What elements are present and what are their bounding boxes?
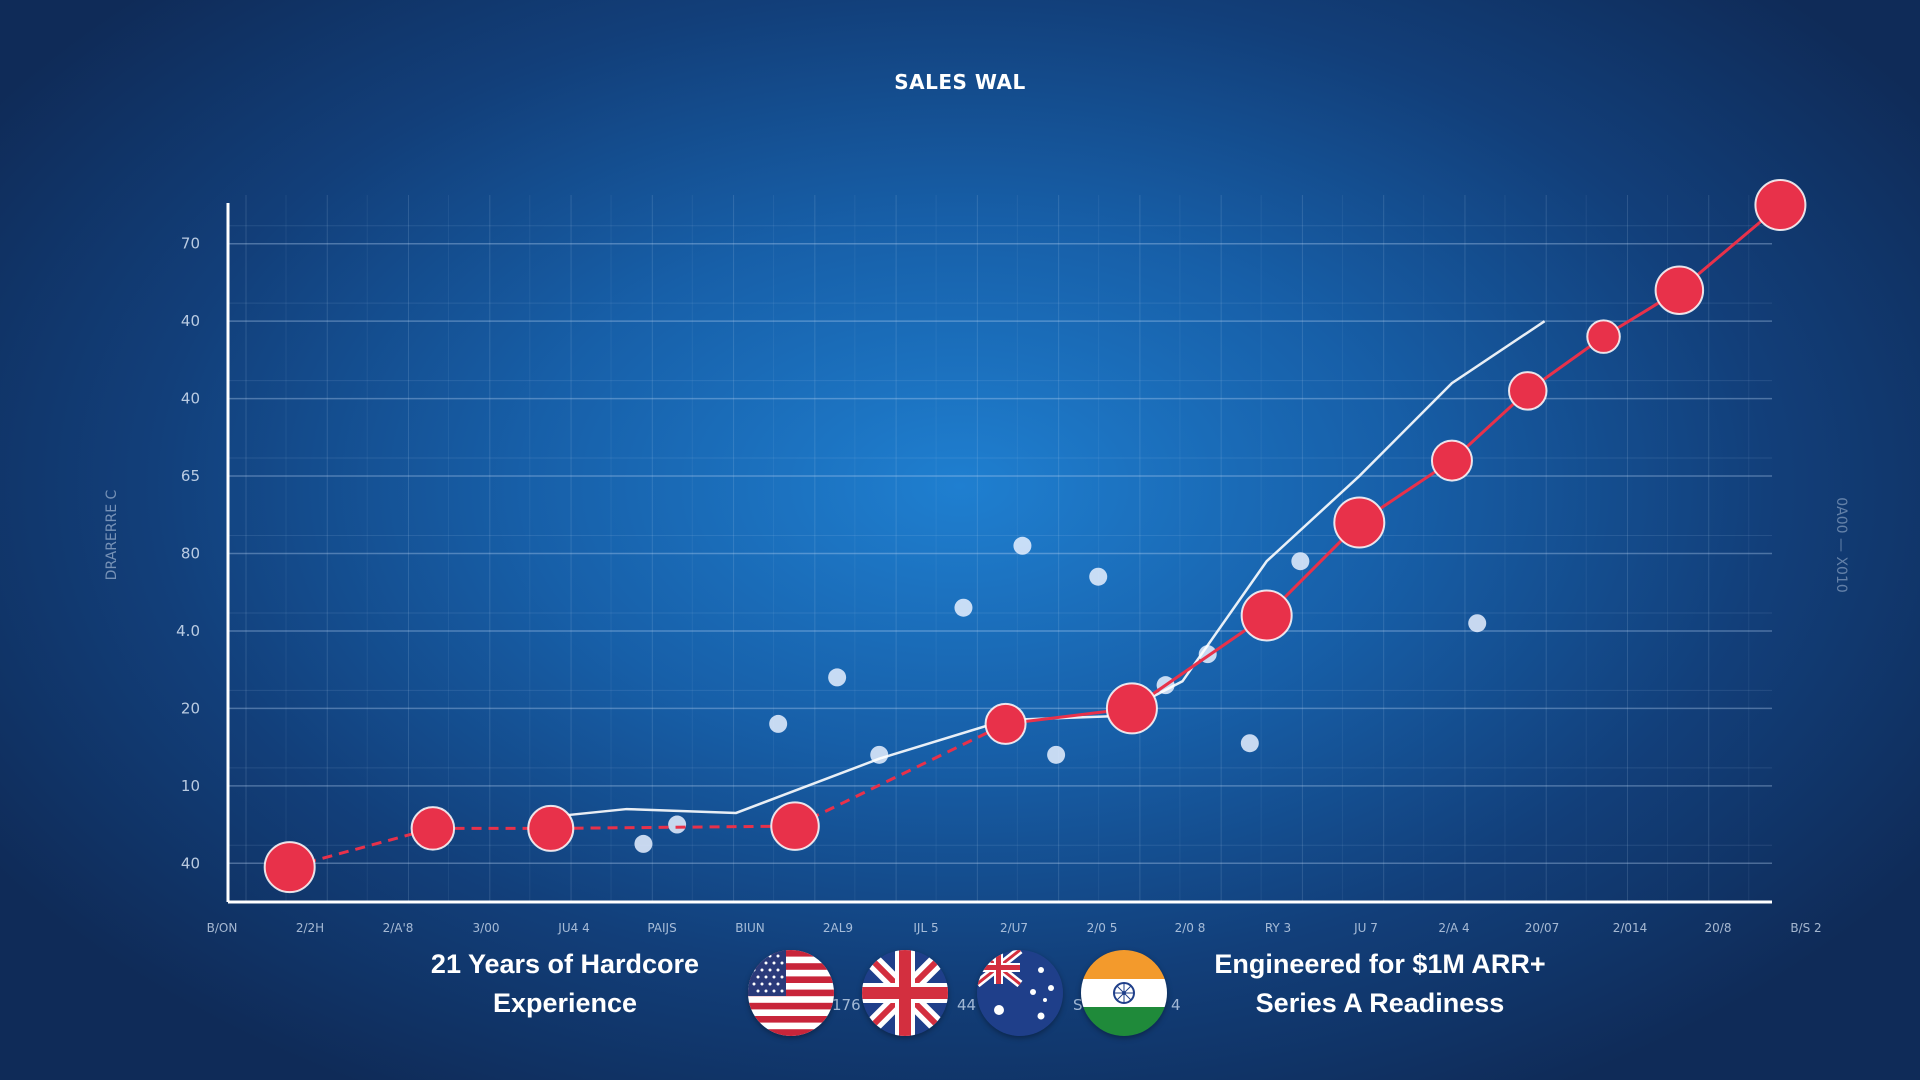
sales-data-point <box>263 841 316 894</box>
y-tick-label: 70 <box>181 235 200 253</box>
under-flag-text-3: S <box>1073 996 1083 1014</box>
sales-data-point <box>1240 589 1293 642</box>
x-tick-label: 2/0 5 <box>1087 921 1118 935</box>
scatter-point <box>828 668 847 687</box>
x-tick-label: 2/2H <box>296 921 324 935</box>
sales-data-point <box>1105 682 1158 735</box>
y-tick-label: 40 <box>181 390 200 408</box>
sales-data-point <box>984 702 1027 745</box>
under-flag-text-4: 4 <box>1171 996 1181 1014</box>
us-flag-icon <box>748 950 834 1036</box>
scatter-point <box>1047 745 1066 764</box>
x-tick-label: 2/A 4 <box>1438 921 1469 935</box>
y-tick-label: 80 <box>181 545 200 563</box>
x-tick-label: 20/07 <box>1525 921 1560 935</box>
sales-data-point <box>1586 319 1621 354</box>
y-tick-label: 65 <box>181 467 200 485</box>
y-tick-label: 40 <box>181 312 200 330</box>
sales-data-point <box>410 806 456 851</box>
trend-line <box>550 320 1546 819</box>
sales-data-point <box>1654 265 1705 315</box>
scatter-point <box>634 834 653 853</box>
x-tick-label: 20/8 <box>1705 921 1732 935</box>
chart-axes <box>226 203 1772 904</box>
scatter-point <box>1013 536 1032 555</box>
sales-data-point <box>527 804 575 852</box>
y-tick-label: 10 <box>181 777 200 795</box>
au-flag-icon <box>977 950 1063 1036</box>
x-tick-label: B/S 2 <box>1790 921 1821 935</box>
arr-caption: Engineered for $1M ARR+ Series A Readine… <box>1214 949 1546 1018</box>
y-axis-label-right: 0A00 — X010 <box>1833 497 1849 593</box>
x-tick-label: B/ON <box>207 921 238 935</box>
scatter-point <box>1468 614 1487 633</box>
scatter-point <box>1089 567 1108 586</box>
scatter-point <box>1240 734 1259 753</box>
x-tick-label: JU 7 <box>1353 921 1378 935</box>
y-tick-label: 4.0 <box>176 622 200 640</box>
chart-title: SALES WAL <box>894 70 1026 94</box>
scatter-point <box>954 598 973 617</box>
y-tick-label: 20 <box>181 699 200 717</box>
x-tick-label: RY 3 <box>1265 921 1291 935</box>
x-tick-label: BIUN <box>735 921 765 935</box>
in-flag-icon <box>1081 950 1167 1036</box>
sales-data-point <box>1754 179 1807 231</box>
x-tick-label: 2/014 <box>1613 921 1648 935</box>
x-tick-label: 2/U7 <box>1000 921 1028 935</box>
series-points <box>263 179 1807 894</box>
sales-data-point <box>1430 439 1473 482</box>
experience-caption: 21 Years of Hardcore Experience <box>430 949 700 1018</box>
uk-flag-icon <box>862 950 948 1036</box>
y-axis-label: DRARERRE C <box>104 489 120 581</box>
scatter-point <box>1291 552 1310 571</box>
x-tick-label: JU4 4 <box>557 921 589 935</box>
scatter-point <box>769 714 788 733</box>
x-tick-label: 2/0 8 <box>1175 921 1206 935</box>
under-flag-text-2: 44 <box>957 996 977 1014</box>
sales-data-point <box>770 801 820 851</box>
y-tick-label: 40 <box>181 854 200 872</box>
scatter-point <box>668 815 687 834</box>
x-tick-label: PAIJS <box>647 921 676 935</box>
sales-data-point <box>1508 371 1548 411</box>
sales-data-point <box>1333 496 1386 549</box>
x-tick-label: IJL 5 <box>913 921 938 935</box>
chart-grid <box>228 195 1772 902</box>
under-flag-text-1: 176 <box>832 996 861 1014</box>
chart-tick-labels: 40 10 20 4.0 80 65 40 40 70 B/ON 2/2H 2/A'8 3/00 JU4 … <box>176 235 1822 935</box>
x-tick-label: 2AL9 <box>823 921 853 935</box>
x-tick-label: 2/A'8 <box>383 921 414 935</box>
x-tick-label: 3/00 <box>473 921 500 935</box>
